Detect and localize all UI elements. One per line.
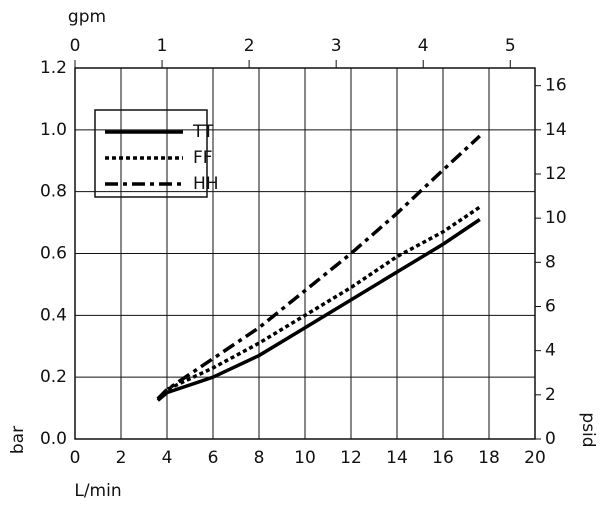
y2-tick-label: 16: [545, 76, 567, 96]
x2-tick-label: 2: [244, 36, 255, 56]
x2-tick-label: 4: [418, 36, 429, 56]
x-tick-label: 2: [116, 448, 127, 468]
line-series: [156, 134, 481, 401]
x2-tick-label: 3: [331, 36, 342, 56]
y-tick-label: 0.0: [40, 429, 67, 449]
x2-tick-label: 5: [505, 36, 516, 56]
x-tick-label: 12: [340, 448, 362, 468]
y2-tick-label: 6: [545, 297, 556, 317]
y2-tick-label: 4: [545, 341, 556, 361]
y-tick-label: 1.2: [40, 58, 67, 78]
y2-tick-label: 0: [545, 429, 556, 449]
x-tick-label: 10: [294, 448, 316, 468]
legend-label: FF: [193, 148, 213, 168]
x2-tick-label: 1: [157, 36, 168, 56]
y-tick-label: 0.2: [40, 367, 67, 387]
x-tick-label: 0: [70, 448, 81, 468]
legend-label: HH: [193, 174, 219, 194]
y2-tick-label: 8: [545, 252, 556, 272]
x-tick-label: 14: [386, 448, 408, 468]
y-tick-label: 0.6: [40, 244, 67, 264]
x2-axis-label: gpm: [68, 7, 106, 27]
legend-label: TT: [192, 122, 214, 142]
line-series: [156, 205, 481, 401]
line-series: [156, 218, 481, 402]
x-tick-label: 4: [162, 448, 173, 468]
x-tick-label: 16: [432, 448, 454, 468]
y2-tick-label: 14: [545, 120, 567, 140]
x2-tick-label: 0: [70, 36, 81, 56]
x-tick-label: 8: [254, 448, 265, 468]
x-tick-label: 18: [478, 448, 500, 468]
x-tick-label: 6: [208, 448, 219, 468]
y-tick-label: 1.0: [40, 120, 67, 140]
y2-tick-label: 2: [545, 385, 556, 405]
y-tick-label: 0.8: [40, 182, 67, 202]
y2-axis-label: psid: [578, 412, 598, 447]
y2-tick-label: 10: [545, 208, 567, 228]
x-tick-label: 20: [524, 448, 546, 468]
y-axis-label: bar: [8, 426, 28, 454]
x-axis-label: L/min: [74, 481, 121, 501]
y-tick-label: 0.4: [40, 305, 67, 325]
y2-tick-label: 12: [545, 164, 567, 184]
